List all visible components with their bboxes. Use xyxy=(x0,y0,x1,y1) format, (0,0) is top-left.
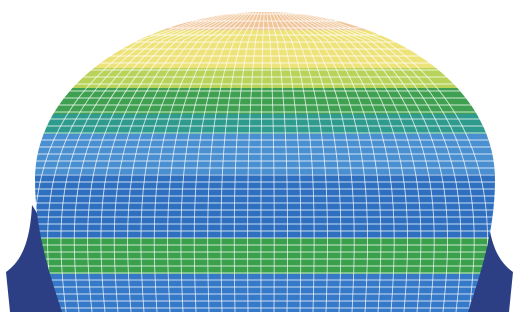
mesh-line xyxy=(127,12,239,312)
mesh-line xyxy=(274,12,315,312)
mesh-line xyxy=(167,12,247,312)
band xyxy=(35,12,495,32)
mesh-line xyxy=(266,12,275,312)
mesh-line xyxy=(260,12,265,312)
left-foot xyxy=(6,205,64,312)
band xyxy=(35,174,495,240)
mesh-line xyxy=(303,12,462,312)
mesh-line xyxy=(193,12,252,312)
mesh-line xyxy=(300,12,448,312)
mesh-line xyxy=(295,12,422,312)
mesh-line xyxy=(60,12,226,312)
band xyxy=(35,88,495,116)
mesh-line xyxy=(297,12,435,312)
mesh-line xyxy=(113,12,236,312)
mesh-line xyxy=(247,12,263,312)
mesh-line xyxy=(292,12,408,312)
mesh-line xyxy=(271,12,302,312)
mesh-line xyxy=(284,12,368,312)
mesh-line xyxy=(305,12,475,312)
mesh-line xyxy=(100,12,234,312)
dome xyxy=(35,12,495,312)
mesh-line xyxy=(233,12,260,312)
band xyxy=(35,238,495,276)
mesh-line xyxy=(268,12,289,312)
mesh-line xyxy=(276,12,328,312)
mesh-line xyxy=(207,12,255,312)
mesh-line xyxy=(180,12,249,312)
mesh-line xyxy=(220,12,257,312)
mesh-line xyxy=(73,12,228,312)
mesh-line xyxy=(282,12,355,312)
band xyxy=(35,68,495,90)
band xyxy=(35,30,495,70)
mesh-line xyxy=(153,12,244,312)
band xyxy=(35,134,495,176)
mesh-line xyxy=(289,12,395,312)
mesh-line xyxy=(87,12,231,312)
mesh-line xyxy=(279,12,342,312)
mesh-line xyxy=(140,12,242,312)
mesh-line xyxy=(287,12,382,312)
band xyxy=(35,114,495,136)
